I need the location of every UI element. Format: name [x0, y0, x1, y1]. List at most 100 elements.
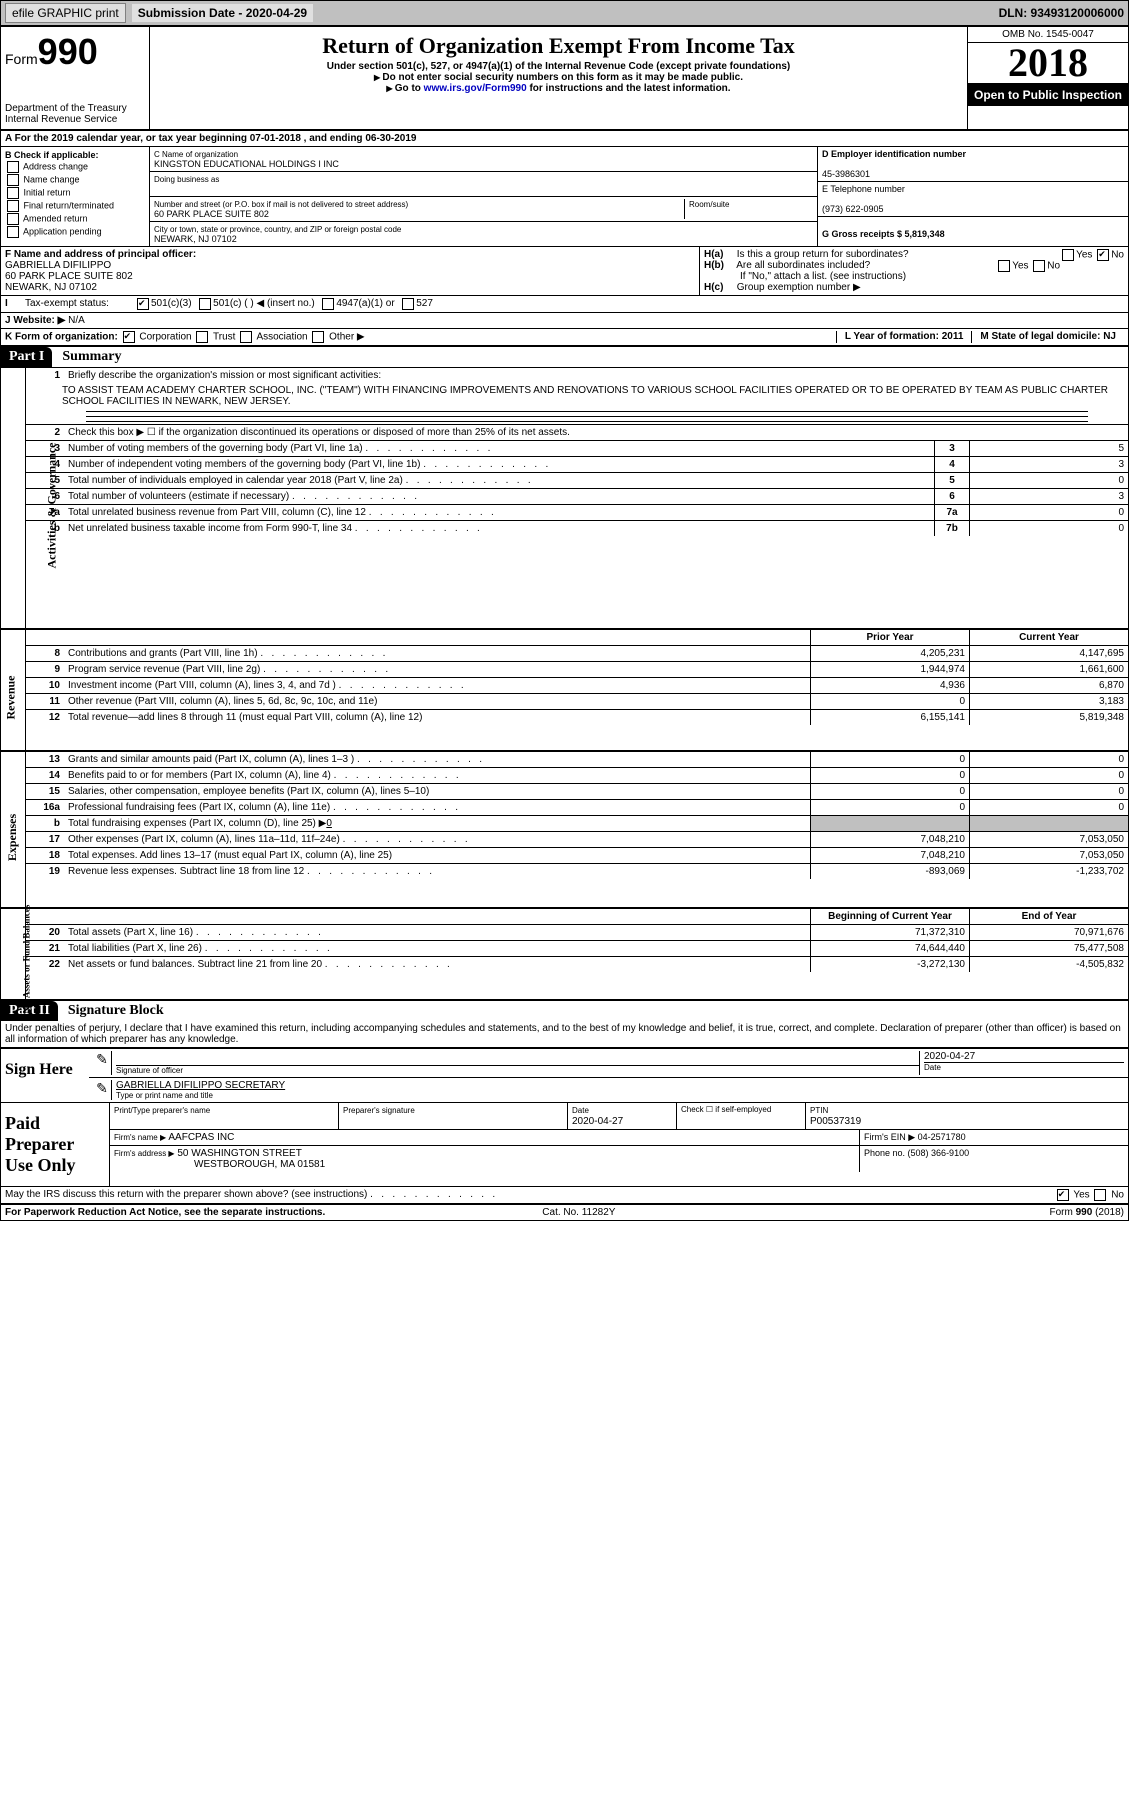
line-1-label: Briefly describe the organization's miss… [64, 368, 1128, 383]
line-9: Program service revenue (Part VIII, line… [64, 662, 810, 677]
cb-name-change[interactable] [7, 174, 19, 186]
h-block: H(a) Is this a group return for subordin… [700, 247, 1128, 295]
dept-treasury: Department of the Treasury Internal Reve… [5, 103, 145, 125]
b-name: Name change [24, 174, 80, 184]
cb-corporation[interactable] [123, 331, 135, 343]
form-header: Form990 Department of the Treasury Inter… [1, 27, 1128, 131]
line-22: Net assets or fund balances. Subtract li… [64, 957, 810, 972]
p18: 7,048,210 [810, 848, 969, 863]
underline [86, 411, 1088, 412]
p13: 0 [810, 752, 969, 767]
form-990-big: 990 [38, 31, 98, 72]
cb-527[interactable] [402, 298, 414, 310]
cb-association[interactable] [240, 331, 252, 343]
efile-print-button[interactable]: efile GRAPHIC print [5, 3, 126, 23]
form-990-page: efile GRAPHIC print Submission Date - 20… [0, 0, 1129, 1221]
ps-label: Preparer's signature [343, 1106, 415, 1115]
cb-other[interactable] [312, 331, 324, 343]
line-5: Total number of individuals employed in … [64, 473, 934, 488]
irs-yes: Yes [1073, 1190, 1089, 1201]
cb-hb-no[interactable] [1033, 260, 1045, 272]
prior-year-header: Prior Year [810, 630, 969, 645]
org-name: KINGSTON EDUCATIONAL HOLDINGS I INC [154, 159, 339, 169]
side-ag-text: Activities & Governance [44, 443, 59, 569]
p15: 0 [810, 784, 969, 799]
cb-501c[interactable] [199, 298, 211, 310]
cb-ha-yes[interactable] [1062, 249, 1074, 261]
e-label: E Telephone number [822, 184, 905, 194]
sign-date-label: Date [924, 1062, 1124, 1072]
k-trust: Trust [213, 332, 235, 343]
cb-ha-no[interactable] [1097, 249, 1109, 261]
cb-amended-return[interactable] [7, 213, 19, 225]
hc-text: Group exemption number ▶ [737, 282, 861, 293]
line-11: Other revenue (Part VIII, column (A), li… [64, 694, 810, 709]
ha-no: No [1111, 250, 1124, 261]
g-block: G Gross receipts $ 5,819,348 [818, 217, 1128, 241]
line-4: Number of independent voting members of … [64, 457, 934, 472]
addr-label: Number and street (or P.O. box if mail i… [154, 200, 408, 209]
row-j-website: J Website: ▶ N/A [1, 313, 1128, 329]
cb-hb-yes[interactable] [998, 260, 1010, 272]
line-21: Total liabilities (Part X, line 26) [64, 941, 810, 956]
cb-address-change[interactable] [7, 161, 19, 173]
addr-block: Number and street (or P.O. box if mail i… [150, 197, 817, 222]
eoy-header: End of Year [969, 909, 1128, 924]
pd-label: Date [572, 1106, 589, 1115]
cb-final-return[interactable] [7, 200, 19, 212]
officer-name: GABRIELLA DIFILIPPO [5, 260, 111, 271]
f-label: F Name and address of principal officer: [5, 249, 196, 260]
side-rev-text: Revenue [4, 676, 19, 720]
col-de: D Employer identification number 45-3986… [817, 147, 1128, 246]
cb-4947[interactable] [322, 298, 334, 310]
hb-text: Are all subordinates included? [736, 260, 870, 271]
c-name-label: C Name of organization [154, 150, 238, 159]
hb-note: If "No," attach a list. (see instruction… [704, 271, 1124, 282]
part-1-label: Part I [1, 347, 52, 367]
ha-yes: Yes [1076, 250, 1092, 261]
paid-preparer-block: Paid Preparer Use Only Print/Type prepar… [1, 1103, 1128, 1187]
k-corp: Corporation [139, 332, 191, 343]
revenue-section: Revenue Prior YearCurrent Year 8Contribu… [1, 630, 1128, 752]
row-a-text: A For the 2019 calendar year, or tax yea… [5, 133, 416, 144]
c11: 3,183 [969, 694, 1128, 709]
submission-date: Submission Date - 2020-04-29 [132, 4, 313, 22]
block-bcde: B Check if applicable: Address change Na… [1, 147, 1128, 247]
k-label: K Form of organization: [5, 332, 118, 343]
p8: 4,205,231 [810, 646, 969, 661]
irs-no: No [1111, 1190, 1124, 1201]
cb-501c3[interactable] [137, 298, 149, 310]
ha-text: Is this a group return for subordinates? [737, 249, 909, 260]
i-4947: 4947(a)(1) or [336, 298, 394, 310]
firm-ein: Firm's EIN ▶ 04-2571780 [860, 1130, 1128, 1145]
dba-block: Doing business as [150, 172, 817, 197]
c10: 6,870 [969, 678, 1128, 693]
g-gross-receipts: G Gross receipts $ 5,819,348 [822, 229, 945, 239]
p20: 71,372,310 [810, 925, 969, 940]
hb-no: No [1047, 261, 1060, 272]
firm-phone: Phone no. (508) 366-9100 [860, 1146, 1128, 1172]
city-label: City or town, state or province, country… [154, 225, 401, 234]
city-block: City or town, state or province, country… [150, 222, 817, 246]
pp-signature: Preparer's signature [339, 1103, 568, 1129]
part-1-header-row: Part I Summary [1, 347, 1128, 368]
bcy-header: Beginning of Current Year [810, 909, 969, 924]
cb-initial-return[interactable] [7, 187, 19, 199]
cb-irs-no[interactable] [1094, 1189, 1106, 1201]
c22: -4,505,832 [969, 957, 1128, 972]
firm-name-row: Firm's name ▶ AAFCPAS INC [110, 1130, 860, 1145]
cb-irs-yes[interactable] [1057, 1189, 1069, 1201]
d-label: D Employer identification number [822, 149, 966, 159]
pp-ptin: PTINP00537319 [806, 1103, 1128, 1129]
pen-icon: ✎ [93, 1051, 112, 1075]
e-block: E Telephone number (973) 622-0905 [818, 182, 1128, 217]
footer-right: Form 990 (2018) [1050, 1207, 1124, 1218]
v7a: 0 [969, 505, 1128, 520]
cb-application-pending[interactable] [7, 226, 19, 238]
irs-link[interactable]: www.irs.gov/Form990 [424, 83, 527, 94]
v3: 5 [969, 441, 1128, 456]
cb-trust[interactable] [196, 331, 208, 343]
expenses-section: Expenses 13Grants and similar amounts pa… [1, 752, 1128, 909]
header-left: Form990 Department of the Treasury Inter… [1, 27, 150, 129]
org-city: NEWARK, NJ 07102 [154, 234, 237, 244]
